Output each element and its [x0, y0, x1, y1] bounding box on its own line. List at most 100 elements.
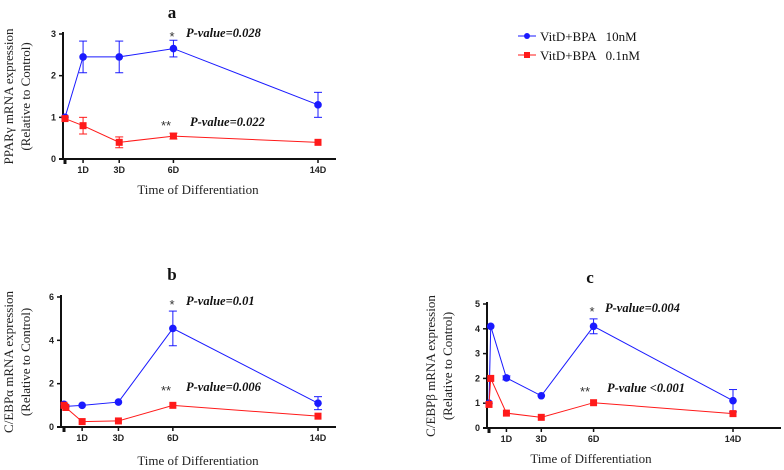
- x-tick-label: 14D: [310, 433, 327, 443]
- panel-title: c: [586, 268, 594, 287]
- panel-title: b: [167, 265, 176, 284]
- x-axis-label: Time of Differentiation: [530, 451, 652, 466]
- x-axis-label: Time of Differentiation: [137, 453, 259, 468]
- data-point: [114, 398, 123, 406]
- data-point: [590, 399, 598, 407]
- significance-stars: *: [589, 304, 594, 319]
- data-point: [314, 412, 322, 420]
- panel-a: a 0 1 2 3 1D 3D 6D 14D Time of Differentiation PPA…: [1, 3, 336, 197]
- data-point: [729, 396, 737, 405]
- x-tick-label: 1D: [77, 165, 89, 175]
- data-point: [169, 44, 178, 53]
- data-point: [169, 132, 177, 140]
- y-tick-label: 0: [51, 154, 56, 164]
- significance-stars: **: [580, 384, 590, 399]
- y-tick-label: 6: [49, 292, 54, 302]
- data-point: [78, 418, 86, 426]
- p-value-label: P-value <0.001: [607, 381, 685, 395]
- x-tick-label: 1D: [76, 433, 88, 443]
- y-tick-label: 2: [475, 373, 480, 383]
- legend-item-0.1nM: VitD+BPA 0.1nM: [518, 48, 640, 63]
- y-axis-label: C/EBPβ mRNA expression: [423, 295, 438, 437]
- legend-marker-circle: [524, 33, 530, 39]
- y-tick-label: 3: [475, 349, 480, 359]
- y-tick-label: 1: [51, 112, 56, 122]
- y-tick-label: 1: [475, 398, 480, 408]
- p-value-annotation: ** P-value=0.022: [161, 115, 265, 133]
- y-axis-label: (Relative to Control): [18, 308, 33, 416]
- y-axis-label: PPARγ mRNA expression: [1, 28, 16, 165]
- y-axis-label: (Relative to Control): [18, 42, 33, 150]
- legend-label: VitD+BPA 10nM: [540, 29, 637, 44]
- legend-label: VitD+BPA 0.1nM: [540, 48, 640, 63]
- x-tick-label: 6D: [167, 433, 179, 443]
- data-point: [589, 322, 598, 331]
- data-point: [314, 101, 322, 109]
- data-point: [537, 413, 545, 421]
- series-line: [488, 325, 734, 404]
- significance-stars: *: [169, 297, 174, 312]
- p-value-label: P-value=0.01: [186, 294, 255, 308]
- x-tick-label: 6D: [168, 165, 180, 175]
- data-point: [79, 53, 87, 61]
- p-value-annotation: * P-value=0.028: [169, 26, 261, 44]
- x-tick-label: 3D: [536, 434, 548, 444]
- data-point: [169, 401, 177, 409]
- legend-item-10nM: VitD+BPA 10nM: [518, 29, 637, 44]
- p-value-label: P-value=0.004: [605, 301, 680, 315]
- series-10nM: [485, 318, 737, 413]
- data-point: [314, 138, 322, 146]
- data-point: [169, 324, 177, 333]
- data-point: [729, 410, 737, 418]
- panel-c: c 0 1 2 3 4 5 1D 3D 6D 14D Time of Differentiation C…: [423, 268, 781, 466]
- data-point: [61, 115, 69, 123]
- p-value-annotation: ** P-value <0.001: [580, 381, 685, 399]
- data-point: [314, 399, 322, 407]
- data-point: [537, 391, 546, 400]
- y-tick-label: 2: [49, 379, 54, 389]
- x-tick-label: 1D: [501, 434, 513, 444]
- panel-title: a: [168, 3, 177, 22]
- y-axis-label: (Relative to Control): [440, 312, 455, 420]
- series-line: [63, 404, 319, 423]
- x-tick-label: 3D: [113, 165, 125, 175]
- x-tick-label: 14D: [725, 434, 742, 444]
- data-point: [486, 322, 495, 331]
- legend: VitD+BPA 10nM VitD+BPA 0.1nM: [518, 29, 640, 63]
- series-0.1nM: [60, 401, 322, 426]
- series-line: [488, 378, 734, 418]
- y-tick-label: 4: [49, 335, 54, 345]
- y-tick-label: 4: [475, 324, 480, 334]
- y-tick-label: 0: [475, 423, 480, 433]
- significance-stars: *: [169, 29, 174, 44]
- y-tick-label: 3: [51, 29, 56, 39]
- x-tick-label: 14D: [310, 165, 327, 175]
- y-axis-label: C/EBPα mRNA expression: [1, 291, 16, 433]
- data-point: [115, 138, 123, 146]
- series-line: [64, 48, 319, 118]
- legend-marker-square: [524, 52, 530, 58]
- y-tick-label: 5: [475, 299, 480, 309]
- y-tick-label: 0: [49, 422, 54, 432]
- p-value-annotation: * P-value=0.01: [169, 294, 254, 312]
- p-value-label: P-value=0.022: [190, 115, 265, 129]
- data-point: [79, 122, 87, 130]
- panel-b: b 0 2 4 6 1D 3D 6D 14D Time of Differentiation C/E…: [1, 265, 336, 468]
- p-value-label: P-value=0.006: [186, 380, 262, 394]
- series-10nM: [60, 310, 322, 411]
- p-value-annotation: * P-value=0.004: [589, 301, 679, 319]
- series-line: [63, 327, 319, 407]
- x-tick-label: 3D: [113, 433, 125, 443]
- x-tick-label: 6D: [588, 434, 600, 444]
- data-point: [502, 374, 511, 382]
- data-point: [485, 400, 493, 408]
- data-point: [114, 417, 122, 425]
- series-0.1nM: [61, 115, 322, 149]
- data-point: [487, 374, 495, 382]
- data-point: [78, 401, 86, 410]
- significance-stars: **: [161, 383, 171, 398]
- data-point: [62, 404, 70, 411]
- series-10nM: [61, 39, 322, 122]
- x-axis-label: Time of Differentiation: [137, 182, 259, 197]
